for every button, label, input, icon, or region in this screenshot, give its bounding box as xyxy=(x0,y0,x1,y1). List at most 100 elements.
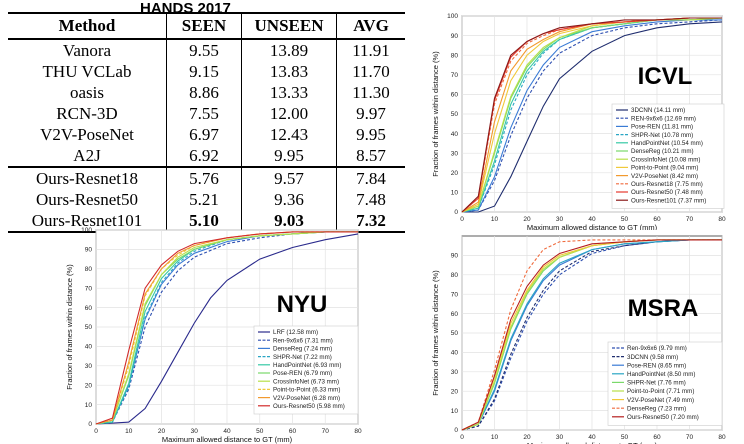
y-tick-label: 60 xyxy=(451,311,459,318)
header-seen: SEEN xyxy=(166,12,242,40)
legend-label: Point-to-Point (7.71 mm) xyxy=(627,388,694,395)
x-tick-label: 10 xyxy=(491,216,499,223)
table-row: RCN-3D 7.55 12.00 9.97 xyxy=(8,103,405,124)
y-tick-label: 60 xyxy=(451,92,459,99)
x-tick-label: 20 xyxy=(523,434,531,441)
legend-label: Pose-REN (8.65 mm) xyxy=(627,362,686,369)
y-tick-label: 50 xyxy=(85,324,93,331)
cell-avg: 11.30 xyxy=(352,82,390,102)
y-tick-label: 90 xyxy=(85,247,93,254)
legend-label: REN-9x6x6 (12.69 mm) xyxy=(631,115,696,122)
cell-unseen: 12.43 xyxy=(241,124,337,145)
cell-method: oasis xyxy=(8,82,167,103)
cell-unseen: 13.83 xyxy=(241,61,337,82)
legend-label: CrossInfoNet (6.73 mm) xyxy=(273,378,339,385)
legend-label: SHPR-Net (10.78 mm) xyxy=(631,132,693,139)
y-tick-label: 70 xyxy=(451,72,459,79)
x-tick-label: 80 xyxy=(718,216,726,223)
header-unseen: UNSEEN xyxy=(241,12,337,40)
x-tick-label: 40 xyxy=(223,428,231,435)
y-tick-label: 20 xyxy=(85,382,93,389)
y-tick-label: 40 xyxy=(451,131,459,138)
series-line xyxy=(461,239,722,431)
legend-label: SHPR-Net (7.76 mm) xyxy=(627,380,686,387)
cell-avg: 8.57 xyxy=(356,145,386,165)
table-row: Vanora 9.55 13.89 11.91 xyxy=(8,39,405,61)
legend-label: CrossInfoNet (10.08 mm) xyxy=(631,156,700,163)
table-row: THU VCLab 9.15 13.83 11.70 xyxy=(8,61,405,82)
cell-unseen: 9.57 xyxy=(241,166,337,189)
cell-method: Ours-Resnet18 xyxy=(8,166,167,189)
legend-label: 3DCNN (9.58 mm) xyxy=(627,354,678,361)
legend-label: 3DCNN (14.11 mm) xyxy=(631,107,685,114)
y-tick-label: 100 xyxy=(81,227,92,234)
chart-title: NYU xyxy=(277,291,328,318)
legend-label: SHPR-Net (7.22 mm) xyxy=(273,354,332,361)
cell-unseen: 12.00 xyxy=(241,103,337,124)
table-row: Ours-Resnet18 5.76 9.57 7.84 xyxy=(8,166,405,189)
x-tick-label: 80 xyxy=(718,434,726,441)
table-row: V2V-PoseNet 6.97 12.43 9.95 xyxy=(8,124,405,145)
legend-label: Ours-Resnet50 (7.20 mm) xyxy=(627,414,699,421)
y-axis-label: Fraction of frames within distance (%) xyxy=(65,264,74,390)
y-tick-label: 70 xyxy=(451,291,459,298)
legend-label: Ours-Resnet18 (7.75 mm) xyxy=(631,181,703,188)
legend-label: DenseReg (7.24 mm) xyxy=(273,346,332,353)
x-tick-label: 50 xyxy=(621,434,629,441)
x-tick-label: 40 xyxy=(588,434,596,441)
cell-method: Ours-Resnet50 xyxy=(8,189,167,210)
y-tick-label: 40 xyxy=(85,344,93,351)
x-tick-label: 10 xyxy=(125,428,133,435)
x-tick-label: 50 xyxy=(256,428,264,435)
legend-label: Point-to-Point (9.04 mm) xyxy=(631,165,698,172)
x-tick-label: 60 xyxy=(289,428,297,435)
series-line xyxy=(461,19,722,213)
x-axis-label: Maximum allowed distance to GT (mm) xyxy=(527,223,658,230)
legend-label: Pose-REN (6.79 mm) xyxy=(273,370,332,377)
legend-label: DenseReg (7.23 mm) xyxy=(627,405,686,412)
cell-avg: 7.84 xyxy=(336,166,405,189)
x-tick-label: 0 xyxy=(94,428,98,435)
cell-avg: 7.32 xyxy=(336,210,405,233)
legend-label: Point-to-Point (6.33 mm) xyxy=(273,387,340,394)
cell-method: Ours-Resnet101 xyxy=(8,210,167,233)
x-tick-label: 10 xyxy=(491,434,499,441)
y-tick-label: 80 xyxy=(451,272,459,279)
nyu-chart: 0 10 20 30 40 50 60 70 80 0 10 20 30 40 50 60 70 80 90 100 M… xyxy=(65,227,362,444)
series-line xyxy=(95,231,358,425)
cell-method: V2V-PoseNet xyxy=(8,124,167,145)
table-row: A2J 6.92 9.95 8.57 xyxy=(8,145,405,167)
x-tick-label: 80 xyxy=(354,428,362,435)
cell-method: A2J xyxy=(8,145,167,167)
legend-box xyxy=(253,325,359,415)
legend-label: DenseReg (10.21 mm) xyxy=(631,148,694,155)
y-tick-label: 80 xyxy=(451,52,459,59)
cell-seen: 9.55 xyxy=(166,39,242,61)
cell-seen: 8.86 xyxy=(166,82,242,103)
cell-seen: 5.21 xyxy=(166,189,242,210)
y-tick-label: 20 xyxy=(451,170,459,177)
x-tick-label: 40 xyxy=(588,216,596,223)
y-tick-label: 30 xyxy=(451,369,459,376)
chart-title: MSRA xyxy=(628,295,699,322)
y-tick-label: 0 xyxy=(454,209,458,216)
cell-method: THU VCLab xyxy=(8,61,167,82)
x-tick-label: 0 xyxy=(460,216,464,223)
table-header-row: Method SEEN UNSEEN AVG xyxy=(8,12,405,40)
x-tick-label: 70 xyxy=(686,216,694,223)
cell-seen: 9.15 xyxy=(166,61,242,82)
y-tick-label: 70 xyxy=(85,285,93,292)
results-table: Method SEEN UNSEEN AVG Vanora 9.55 13.89 11… xyxy=(8,12,405,233)
y-tick-label: 90 xyxy=(451,253,459,260)
x-tick-label: 60 xyxy=(653,216,661,223)
series-line xyxy=(95,231,358,425)
legend-label: Ours-Resnet50 (7.48 mm) xyxy=(631,189,703,196)
icvl-chart: 0 10 20 30 40 50 60 70 80 0 10 20 30 40 50 60 70 80 90 100 M… xyxy=(431,13,726,230)
legend-label: Ren-9x6x6 (9.79 mm) xyxy=(627,345,687,352)
cell-unseen: 9.95 xyxy=(241,145,337,167)
y-tick-label: 20 xyxy=(451,388,459,395)
legend-label: Ours-Resnet50 (5.98 mm) xyxy=(273,403,345,410)
x-tick-label: 0 xyxy=(460,434,464,441)
legend-label: Ours-Resnet101 (7.37 mm) xyxy=(631,197,706,204)
x-tick-label: 50 xyxy=(621,216,629,223)
